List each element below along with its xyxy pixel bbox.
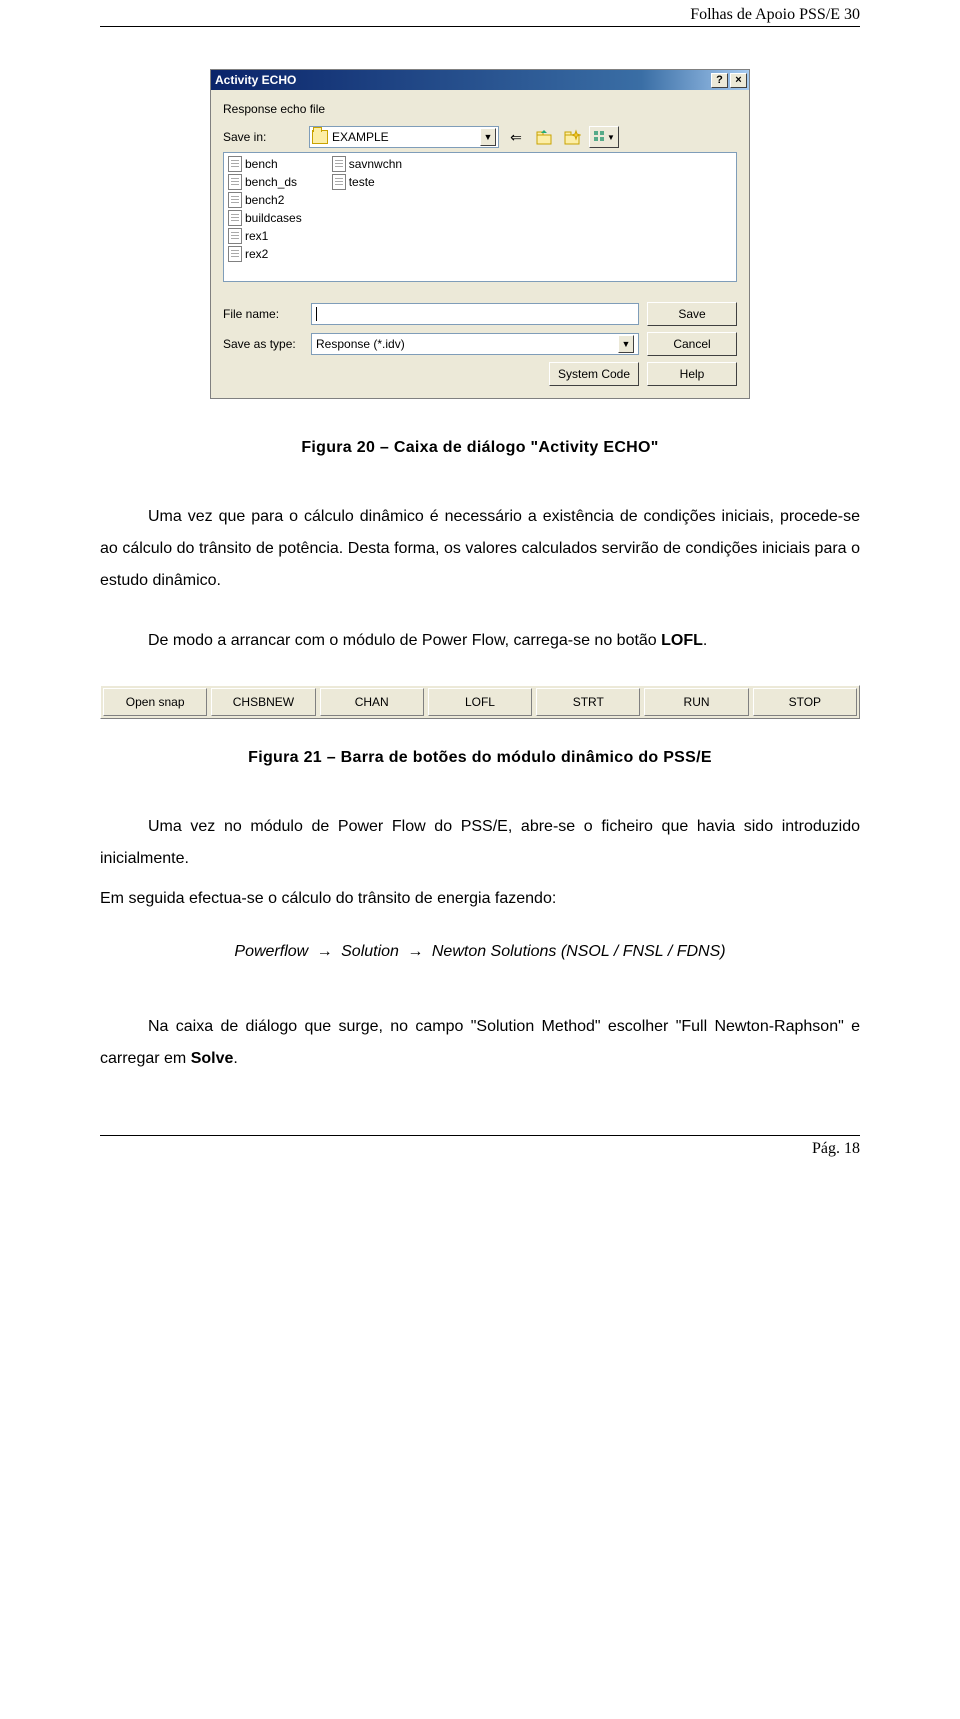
nav-icons: ⇐ ▼ — [505, 126, 619, 148]
figure-20-caption: Figura 20 – Caixa de diálogo "Activity E… — [100, 439, 860, 457]
paragraph: Na caixa de diálogo que surge, no campo … — [100, 1011, 860, 1075]
file-icon — [228, 228, 242, 244]
run-button[interactable]: RUN — [644, 688, 748, 716]
menu-item: Solution — [341, 943, 399, 960]
folder-icon — [312, 130, 328, 144]
folder-combo[interactable]: EXAMPLE ▼ — [309, 126, 499, 148]
form-rows: File name: Save Save as type: Response (… — [223, 302, 737, 356]
list-item[interactable]: bench_ds — [228, 173, 332, 191]
dynamic-toolbar: Open snap CHSBNEW CHAN LOFL STRT RUN STO… — [100, 685, 860, 719]
header-text: Folhas de Apoio PSS/E 30 — [690, 6, 860, 23]
menu-item: Powerflow — [234, 943, 308, 960]
file-name: savnwchn — [349, 157, 402, 171]
dialog-subtitle: Response echo file — [223, 102, 737, 116]
list-item[interactable]: buildcases — [228, 209, 332, 227]
arrow-icon: → — [403, 943, 427, 960]
up-folder-icon[interactable] — [533, 126, 555, 148]
view-menu-icon[interactable]: ▼ — [589, 126, 619, 148]
file-icon — [228, 210, 242, 226]
file-list[interactable]: bench bench_ds bench2 buildcases rex1 re… — [223, 152, 737, 282]
chsbnew-button[interactable]: CHSBNEW — [211, 688, 315, 716]
help-button[interactable]: Help — [647, 362, 737, 386]
dialog-titlebar: Activity ECHO ? × — [211, 70, 749, 90]
list-item[interactable]: bench — [228, 155, 332, 173]
arrow-icon: → — [313, 943, 337, 960]
lofl-button[interactable]: LOFL — [428, 688, 532, 716]
close-icon[interactable]: × — [730, 73, 747, 88]
strt-button[interactable]: STRT — [536, 688, 640, 716]
save-button[interactable]: Save — [647, 302, 737, 326]
back-icon[interactable]: ⇐ — [505, 126, 527, 148]
paragraph-text: Uma vez no módulo de Power Flow do PSS/E… — [100, 818, 860, 867]
list-item[interactable]: savnwchn — [332, 155, 432, 173]
paragraph: Em seguida efectua-se o cálculo do trâns… — [100, 883, 860, 915]
activity-echo-dialog: Activity ECHO ? × Response echo file Sav… — [210, 69, 750, 399]
chevron-down-icon[interactable]: ▼ — [480, 128, 496, 146]
file-icon — [332, 174, 346, 190]
file-name: bench2 — [245, 193, 284, 207]
file-name: bench_ds — [245, 175, 297, 189]
chan-button[interactable]: CHAN — [320, 688, 424, 716]
folder-name: EXAMPLE — [332, 130, 476, 144]
list-item[interactable]: rex1 — [228, 227, 332, 245]
file-name: rex2 — [245, 247, 268, 261]
page-header: Folhas de Apoio PSS/E 30 — [100, 0, 860, 27]
filename-input[interactable] — [311, 303, 639, 325]
menu-path: Powerflow → Solution → Newton Solutions … — [100, 943, 860, 961]
system-code-button[interactable]: System Code — [549, 362, 639, 386]
page-number: Pág. 18 — [812, 1140, 860, 1157]
chevron-down-icon[interactable]: ▼ — [618, 335, 634, 353]
cancel-button[interactable]: Cancel — [647, 332, 737, 356]
list-item[interactable]: rex2 — [228, 245, 332, 263]
file-name: rex1 — [245, 229, 268, 243]
paragraph-text: Em seguida efectua-se o cálculo do trâns… — [100, 890, 556, 907]
paragraph-text: Uma vez que para o cálculo dinâmico é ne… — [100, 508, 860, 589]
filename-label: File name: — [223, 307, 303, 321]
paragraph-text: De modo a arrancar com o módulo de Power… — [148, 632, 661, 649]
open-snap-button[interactable]: Open snap — [103, 688, 207, 716]
list-item[interactable]: bench2 — [228, 191, 332, 209]
file-name: buildcases — [245, 211, 302, 225]
savetype-combo[interactable]: Response (*.idv) ▼ — [311, 333, 639, 355]
file-name: bench — [245, 157, 278, 171]
figure-21-caption: Figura 21 – Barra de botões do módulo di… — [100, 749, 860, 767]
paragraph: Uma vez no módulo de Power Flow do PSS/E… — [100, 811, 860, 875]
help-icon[interactable]: ? — [711, 73, 728, 88]
save-in-row: Save in: EXAMPLE ▼ ⇐ ▼ — [223, 126, 737, 148]
savetype-label: Save as type: — [223, 337, 303, 351]
new-folder-icon[interactable] — [561, 126, 583, 148]
paragraph: Uma vez que para o cálculo dinâmico é ne… — [100, 501, 860, 597]
menu-item: Newton Solutions (NSOL / FNSL / FDNS) — [432, 943, 726, 960]
stop-button[interactable]: STOP — [753, 688, 857, 716]
save-in-label: Save in: — [223, 130, 303, 144]
lofl-bold: LOFL — [661, 632, 703, 649]
file-icon — [228, 246, 242, 262]
paragraph: De modo a arrancar com o módulo de Power… — [100, 625, 860, 657]
file-name: teste — [349, 175, 375, 189]
dialog-title: Activity ECHO — [215, 73, 709, 87]
savetype-value: Response (*.idv) — [316, 337, 405, 351]
page-footer: Pág. 18 — [100, 1135, 860, 1158]
solve-bold: Solve — [191, 1050, 234, 1067]
dialog-body: Response echo file Save in: EXAMPLE ▼ ⇐ — [211, 90, 749, 398]
list-item[interactable]: teste — [332, 173, 432, 191]
file-icon — [228, 156, 242, 172]
file-icon — [332, 156, 346, 172]
file-icon — [228, 192, 242, 208]
document-page: Folhas de Apoio PSS/E 30 Activity ECHO ?… — [0, 0, 960, 1198]
file-icon — [228, 174, 242, 190]
